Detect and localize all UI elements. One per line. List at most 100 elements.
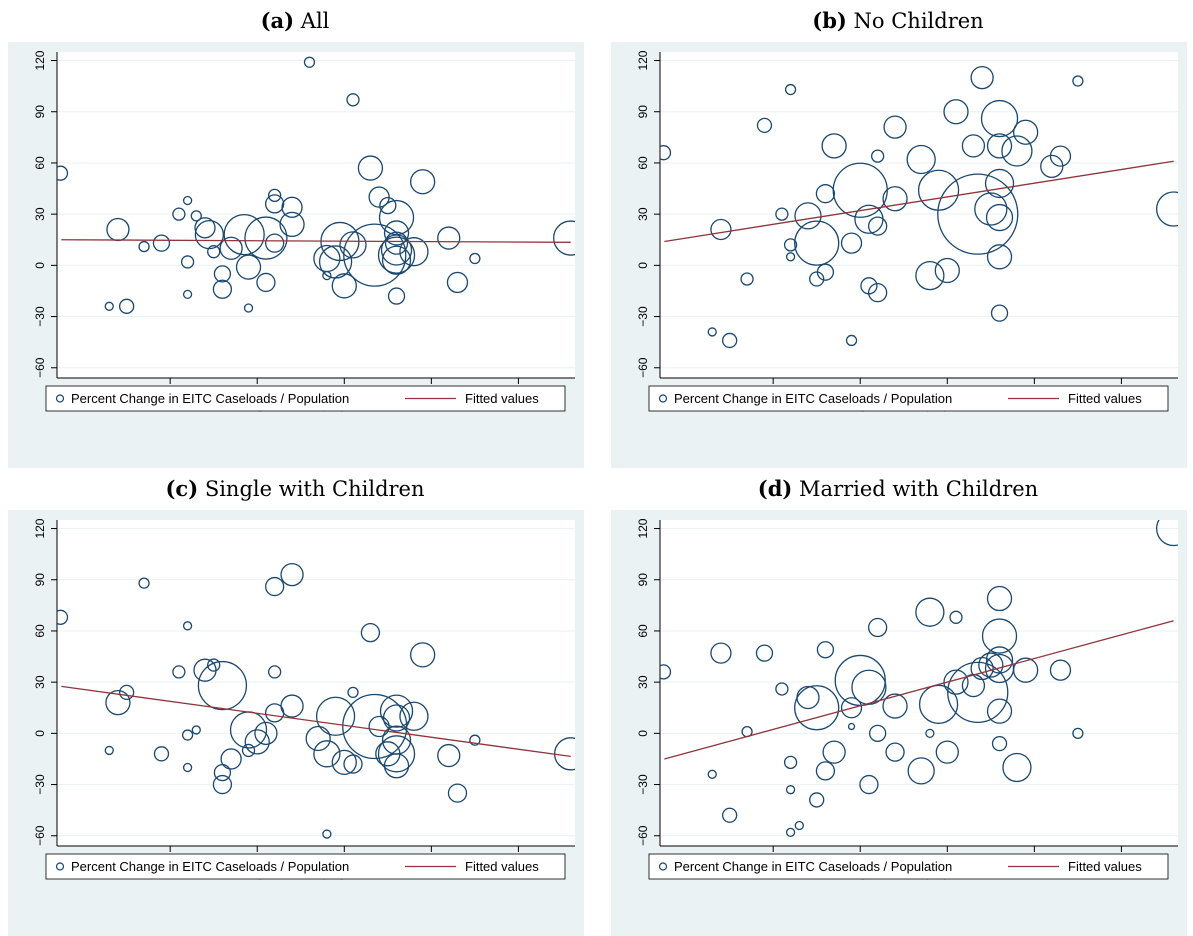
data-point xyxy=(181,729,194,741)
data-layer xyxy=(660,520,1178,837)
data-point xyxy=(305,725,331,752)
y-tick-label: −30 xyxy=(33,774,47,795)
data-point xyxy=(784,83,797,96)
data-point xyxy=(794,685,840,731)
panel-title: (d) Married with Children xyxy=(603,468,1193,510)
data-point xyxy=(660,145,672,161)
data-point xyxy=(986,585,1013,612)
panel-letter: (a) xyxy=(260,8,295,33)
panel-letter: (c) xyxy=(165,476,199,501)
data-layer xyxy=(57,562,575,839)
data-point xyxy=(1072,75,1084,87)
data-point xyxy=(882,693,908,719)
data-point xyxy=(851,669,887,705)
y-tick-label: 120 xyxy=(33,50,47,70)
data-point xyxy=(235,254,262,280)
data-point xyxy=(243,303,254,313)
data-point xyxy=(925,728,935,739)
data-point xyxy=(815,761,836,781)
data-point xyxy=(794,820,804,831)
data-point xyxy=(815,184,836,204)
data-point xyxy=(381,245,412,275)
y-tick-label: 0 xyxy=(33,730,47,737)
data-point xyxy=(986,244,1013,270)
data-point xyxy=(409,642,436,668)
legend-label-points: Percent Change in EITC Caseloads / Popul… xyxy=(674,859,952,874)
data-point xyxy=(382,704,411,732)
data-point xyxy=(970,65,994,90)
scatter-chart-single-with-children: −60−30030609012001234Change in Unemploym… xyxy=(8,510,584,936)
data-point xyxy=(254,721,278,746)
panel-married-with-children: (d) Married with Children −60 −30 0 30 60 90 1… xyxy=(603,468,1193,936)
data-point xyxy=(1012,657,1039,683)
data-point xyxy=(264,194,285,214)
data-point xyxy=(447,783,468,803)
legend-label-points: Percent Change in EITC Caseloads / Popul… xyxy=(71,859,349,874)
data-point xyxy=(822,740,846,764)
data-point xyxy=(845,334,858,347)
data-point xyxy=(213,265,232,283)
data-point xyxy=(783,238,798,252)
data-point xyxy=(153,746,170,762)
data-point xyxy=(212,774,233,795)
data-point xyxy=(867,216,888,236)
data-point xyxy=(264,233,285,253)
data-point xyxy=(105,689,131,716)
data-point xyxy=(840,697,863,719)
y-tick-label: 60 xyxy=(636,156,650,170)
data-point xyxy=(172,665,186,679)
data-point xyxy=(194,217,216,239)
data-point xyxy=(1002,752,1032,783)
data-point xyxy=(785,827,796,837)
y-tick-label: 120 xyxy=(636,518,650,538)
data-point xyxy=(315,696,356,736)
data-point xyxy=(906,144,936,175)
data-point xyxy=(553,220,575,256)
data-point xyxy=(868,724,887,743)
data-point xyxy=(207,245,221,259)
data-point xyxy=(785,252,796,262)
data-point xyxy=(212,279,233,299)
data-point xyxy=(152,234,171,252)
data-point xyxy=(783,755,798,770)
y-tick-label: 0 xyxy=(636,262,650,269)
y-tick-label: 60 xyxy=(636,624,650,638)
data-point xyxy=(182,621,193,631)
legend-box xyxy=(648,385,1169,412)
panel-title: (b) No Children xyxy=(603,0,1193,42)
data-point xyxy=(809,792,825,808)
data-point xyxy=(244,216,288,260)
data-point xyxy=(244,729,270,755)
fitted-line xyxy=(61,685,571,758)
data-point xyxy=(379,694,414,728)
data-point xyxy=(707,327,717,337)
panel-title: (a) All xyxy=(0,0,590,42)
y-tick-label: −60 xyxy=(33,825,47,846)
data-point xyxy=(267,665,282,679)
data-point xyxy=(978,652,1004,678)
data-point xyxy=(867,283,888,303)
panel-title-text: Married with Children xyxy=(799,477,1039,501)
panel-title: (c) Single with Children xyxy=(0,468,590,510)
legend-marker-icon xyxy=(55,862,65,871)
fitted-line xyxy=(664,620,1174,760)
legend-marker-icon xyxy=(658,862,668,871)
legend-label-fit: Fitted values xyxy=(465,859,539,874)
data-point xyxy=(343,223,407,287)
y-tick-label: 90 xyxy=(33,573,47,587)
data-point xyxy=(104,301,114,311)
data-point xyxy=(437,743,461,768)
legend-label-fit: Fitted values xyxy=(465,391,539,406)
data-point xyxy=(387,287,406,305)
data-point xyxy=(322,270,332,281)
data-point xyxy=(197,660,248,711)
data-point xyxy=(446,271,469,294)
data-point xyxy=(809,271,825,287)
data-point xyxy=(986,133,1013,159)
panel-no-children: (b) No Children −60−30030609012001234Cha… xyxy=(603,0,1193,468)
data-point xyxy=(399,237,429,267)
data-point xyxy=(915,260,945,291)
data-point xyxy=(267,188,282,203)
plot-area xyxy=(57,52,575,378)
panel-letter: (d) xyxy=(757,476,793,501)
